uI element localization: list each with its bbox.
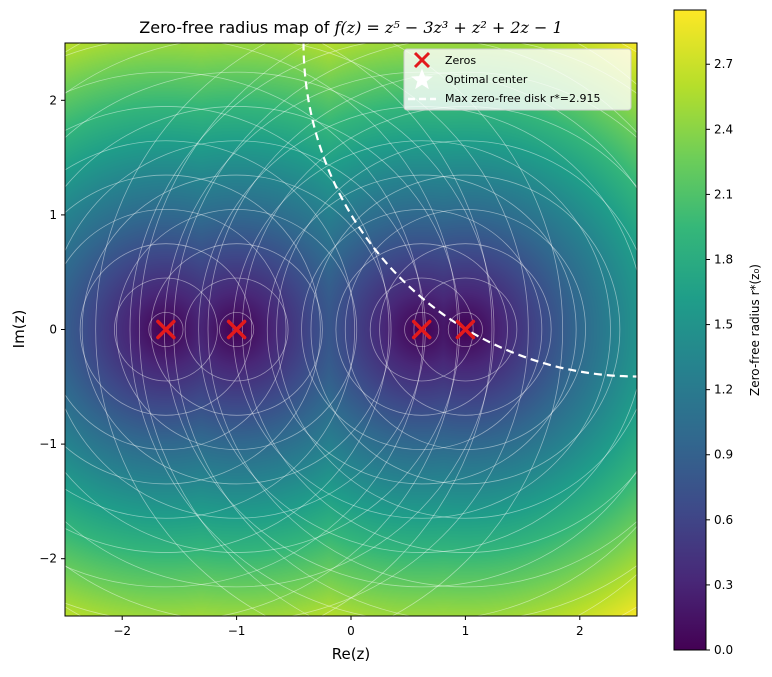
- contour-level-6-zero-1: [65, 106, 461, 553]
- zero-marker-3: [455, 319, 476, 340]
- legend-label-zeros: Zeros: [445, 54, 476, 67]
- colorbar-label: Zero-free radius r*(z₀): [748, 264, 762, 396]
- y-tick-label-0: −2: [39, 552, 57, 566]
- chart-title-formula: f(z) = z⁵ − 3z³ + z² + 2z − 1: [333, 18, 562, 37]
- colorbar-tick-label-6: 1.8: [714, 252, 733, 266]
- colorbar-tick-label-3: 0.9: [714, 448, 733, 462]
- contour-level-0-zero-2: [404, 311, 440, 348]
- x-tick-label-0: −2: [113, 624, 131, 638]
- plot-area: [64, 42, 638, 617]
- contour-level-3-zero-3: [344, 208, 586, 451]
- x-axis: −2 −1 0 1 2: [113, 616, 584, 638]
- x-tick-label-3: 1: [462, 624, 470, 638]
- contour-level-8-zero-2: [129, 43, 637, 616]
- contour-level-6-zero-0: [65, 106, 390, 553]
- contour-level-3-zero-0: [65, 209, 287, 450]
- contour-level-1-zero-1: [184, 277, 289, 382]
- chart-title-text: Zero-free radius map of: [139, 18, 334, 37]
- colorbar-tick-label-2: 0.6: [714, 513, 733, 527]
- zero-markers: [156, 319, 476, 340]
- colorbar-tick-label-5: 1.5: [714, 318, 733, 332]
- y-tick-label-1: −1: [39, 437, 57, 451]
- legend-label-max-disk: Max zero-free disk r*=2.915: [445, 92, 601, 105]
- legend: Zeros Optimal center Max zero-free disk …: [403, 48, 632, 111]
- legend-star-icon: [411, 68, 433, 90]
- colorbar-ticks: 0.0 0.3 0.6 0.9 1.2 1.5 1.8 2.1 2.4 2.7: [706, 57, 733, 657]
- contour-level-2-zero-2: [335, 243, 508, 416]
- zero-marker-0: [156, 319, 176, 340]
- colorbar-tick-label-9: 2.7: [714, 57, 733, 71]
- contour-level-0-zero-1: [219, 311, 255, 348]
- x-tick-label-2: 0: [347, 624, 355, 638]
- contour-level-5-zero-3: [276, 140, 637, 519]
- contour-level-1-zero-2: [369, 277, 474, 382]
- x-axis-label: Re(z): [332, 645, 371, 663]
- y-tick-label-4: 2: [49, 93, 57, 107]
- y-axis: −2 −1 0 1 2: [39, 93, 65, 566]
- contour-level-7-zero-1: [65, 71, 495, 588]
- legend-box: [403, 48, 632, 111]
- contour-level-3-zero-1: [116, 208, 358, 451]
- contour-level-3-zero-2: [301, 208, 543, 451]
- contour-level-5-zero-1: [65, 140, 426, 519]
- legend-zero-marker-icon: [413, 51, 431, 69]
- colorbar: 0.0 0.3 0.6 0.9 1.2 1.5 1.8 2.1 2.4 2.7 Zero-free…: [673, 9, 762, 657]
- colorbar-tick-label-0: 0.0: [714, 643, 733, 657]
- zero-marker-1: [226, 319, 247, 340]
- contour-level-4-zero-3: [310, 174, 621, 485]
- zero-marker-2: [411, 319, 432, 340]
- contour-level-0-zero-0: [148, 311, 184, 348]
- contour-level-8-zero-3: [173, 43, 637, 616]
- contour-level-2-zero-3: [379, 243, 552, 416]
- colorbar-gradient: [673, 9, 707, 651]
- x-tick-label-1: −1: [228, 624, 246, 638]
- contour-level-4-zero-0: [65, 174, 321, 485]
- contour-level-9-zero-2: [95, 43, 637, 616]
- contour-level-5-zero-2: [232, 140, 611, 519]
- contour-level-4-zero-2: [266, 174, 577, 485]
- contour-level-2-zero-1: [150, 243, 323, 416]
- y-tick-label-3: 1: [49, 208, 57, 222]
- colorbar-tick-label-7: 2.1: [714, 187, 733, 201]
- y-tick-label-2: 0: [49, 323, 57, 337]
- colorbar-tick-label-4: 1.2: [714, 383, 733, 397]
- contour-level-9-zero-0: [320, 43, 493, 616]
- contour-level-4-zero-1: [81, 174, 392, 485]
- legend-label-optimal-center: Optimal center: [445, 73, 528, 86]
- contour-level-5-zero-0: [65, 140, 356, 519]
- contour-level-0-zero-3: [447, 311, 483, 348]
- radius-heatmap: [65, 43, 637, 616]
- contour-level-9-zero-3: [139, 43, 637, 616]
- colorbar-tick-label-1: 0.3: [714, 578, 733, 592]
- contour-level-2-zero-0: [79, 243, 253, 416]
- y-axis-label: Im(z): [10, 310, 28, 349]
- contour-level-1-zero-3: [413, 277, 518, 382]
- chart-title: Zero-free radius map of f(z) = z⁵ − 3z³ …: [139, 18, 562, 37]
- x-tick-label-4: 2: [576, 624, 584, 638]
- colorbar-tick-label-8: 2.4: [714, 122, 733, 136]
- contour-level-1-zero-0: [114, 277, 218, 382]
- contour-level-9-zero-1: [65, 43, 563, 616]
- contour-level-8-zero-1: [65, 43, 529, 616]
- contour-level-8-zero-0: [65, 43, 458, 616]
